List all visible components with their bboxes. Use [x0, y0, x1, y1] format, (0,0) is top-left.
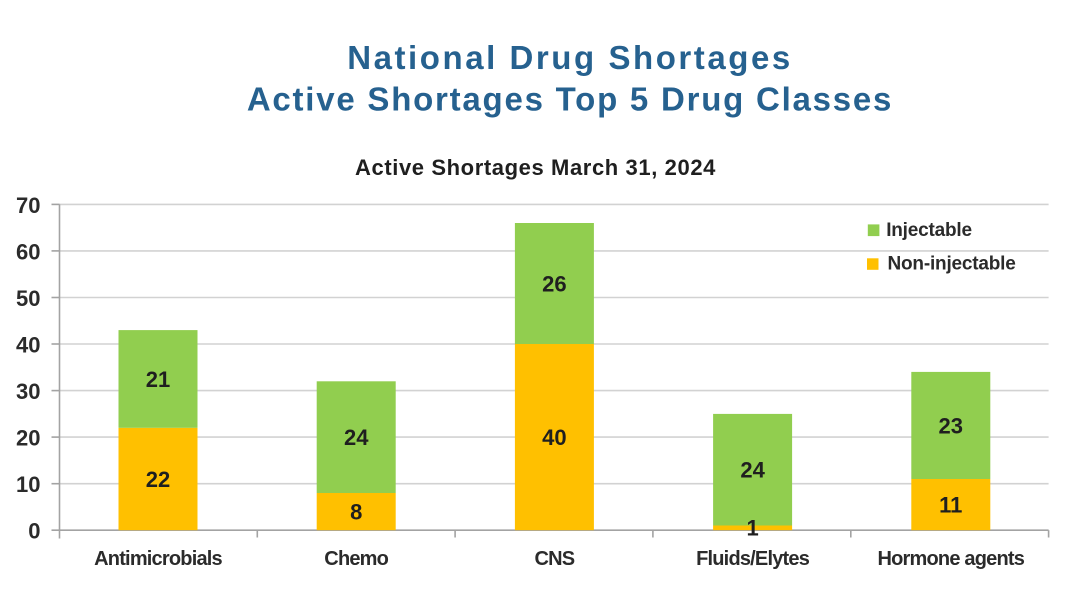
svg-text:National Drug Shortages: National Drug Shortages — [347, 39, 793, 76]
svg-text:10: 10 — [16, 472, 40, 497]
svg-text:Injectable: Injectable — [886, 220, 972, 241]
svg-text:0: 0 — [28, 519, 40, 544]
svg-text:26: 26 — [542, 272, 566, 297]
svg-text:1: 1 — [746, 516, 758, 541]
svg-text:Antimicrobials: Antimicrobials — [94, 548, 222, 570]
svg-text:40: 40 — [542, 425, 566, 450]
svg-text:24: 24 — [740, 458, 765, 483]
svg-text:Non-injectable: Non-injectable — [888, 254, 1016, 275]
svg-text:11: 11 — [939, 492, 962, 517]
svg-text:24: 24 — [344, 425, 369, 450]
svg-text:70: 70 — [16, 193, 40, 218]
svg-text:30: 30 — [16, 379, 40, 404]
svg-text:22: 22 — [146, 467, 170, 492]
svg-text:23: 23 — [939, 413, 963, 438]
svg-text:50: 50 — [16, 286, 40, 311]
svg-text:Fluids/Elytes: Fluids/Elytes — [696, 548, 810, 570]
svg-text:Active Shortages Top 5 Drug Cl: Active Shortages Top 5 Drug Classes — [247, 81, 893, 118]
svg-text:21: 21 — [146, 367, 170, 392]
svg-text:CNS: CNS — [534, 548, 574, 570]
svg-text:40: 40 — [16, 332, 40, 357]
svg-text:Chemo: Chemo — [324, 548, 388, 570]
svg-text:Hormone agents: Hormone agents — [877, 548, 1024, 570]
svg-text:20: 20 — [16, 426, 40, 451]
svg-text:Active Shortages March 31, 202: Active Shortages March 31, 2024 — [355, 155, 716, 180]
svg-text:8: 8 — [350, 499, 362, 524]
svg-text:60: 60 — [16, 239, 40, 264]
